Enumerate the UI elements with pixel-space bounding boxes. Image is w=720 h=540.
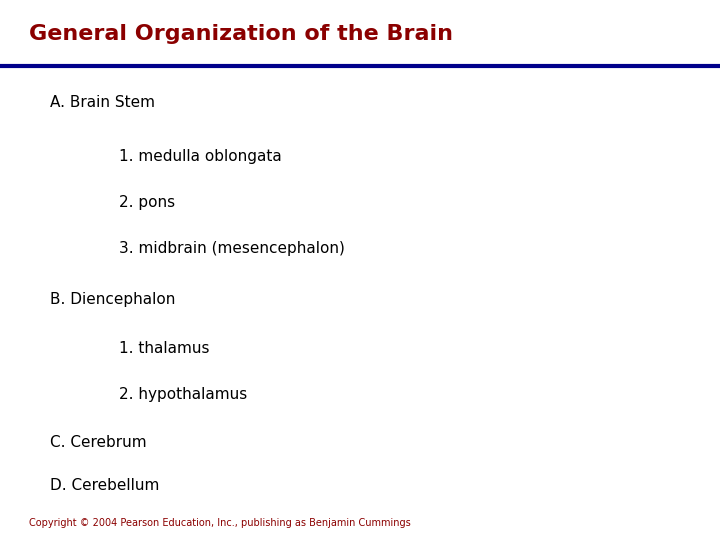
Text: 1. thalamus: 1. thalamus (119, 341, 210, 356)
Text: General Organization of the Brain: General Organization of the Brain (29, 24, 453, 44)
Text: A. Brain Stem: A. Brain Stem (50, 95, 156, 110)
Text: 2. hypothalamus: 2. hypothalamus (119, 387, 247, 402)
Text: 3. midbrain (mesencephalon): 3. midbrain (mesencephalon) (119, 241, 345, 256)
Text: C. Cerebrum: C. Cerebrum (50, 435, 147, 450)
Text: 2. pons: 2. pons (119, 195, 175, 210)
Text: B. Diencephalon: B. Diencephalon (50, 292, 176, 307)
Text: Copyright © 2004 Pearson Education, Inc., publishing as Benjamin Cummings: Copyright © 2004 Pearson Education, Inc.… (29, 518, 410, 528)
Text: 1. medulla oblongata: 1. medulla oblongata (119, 149, 282, 164)
Text: D. Cerebellum: D. Cerebellum (50, 478, 160, 494)
